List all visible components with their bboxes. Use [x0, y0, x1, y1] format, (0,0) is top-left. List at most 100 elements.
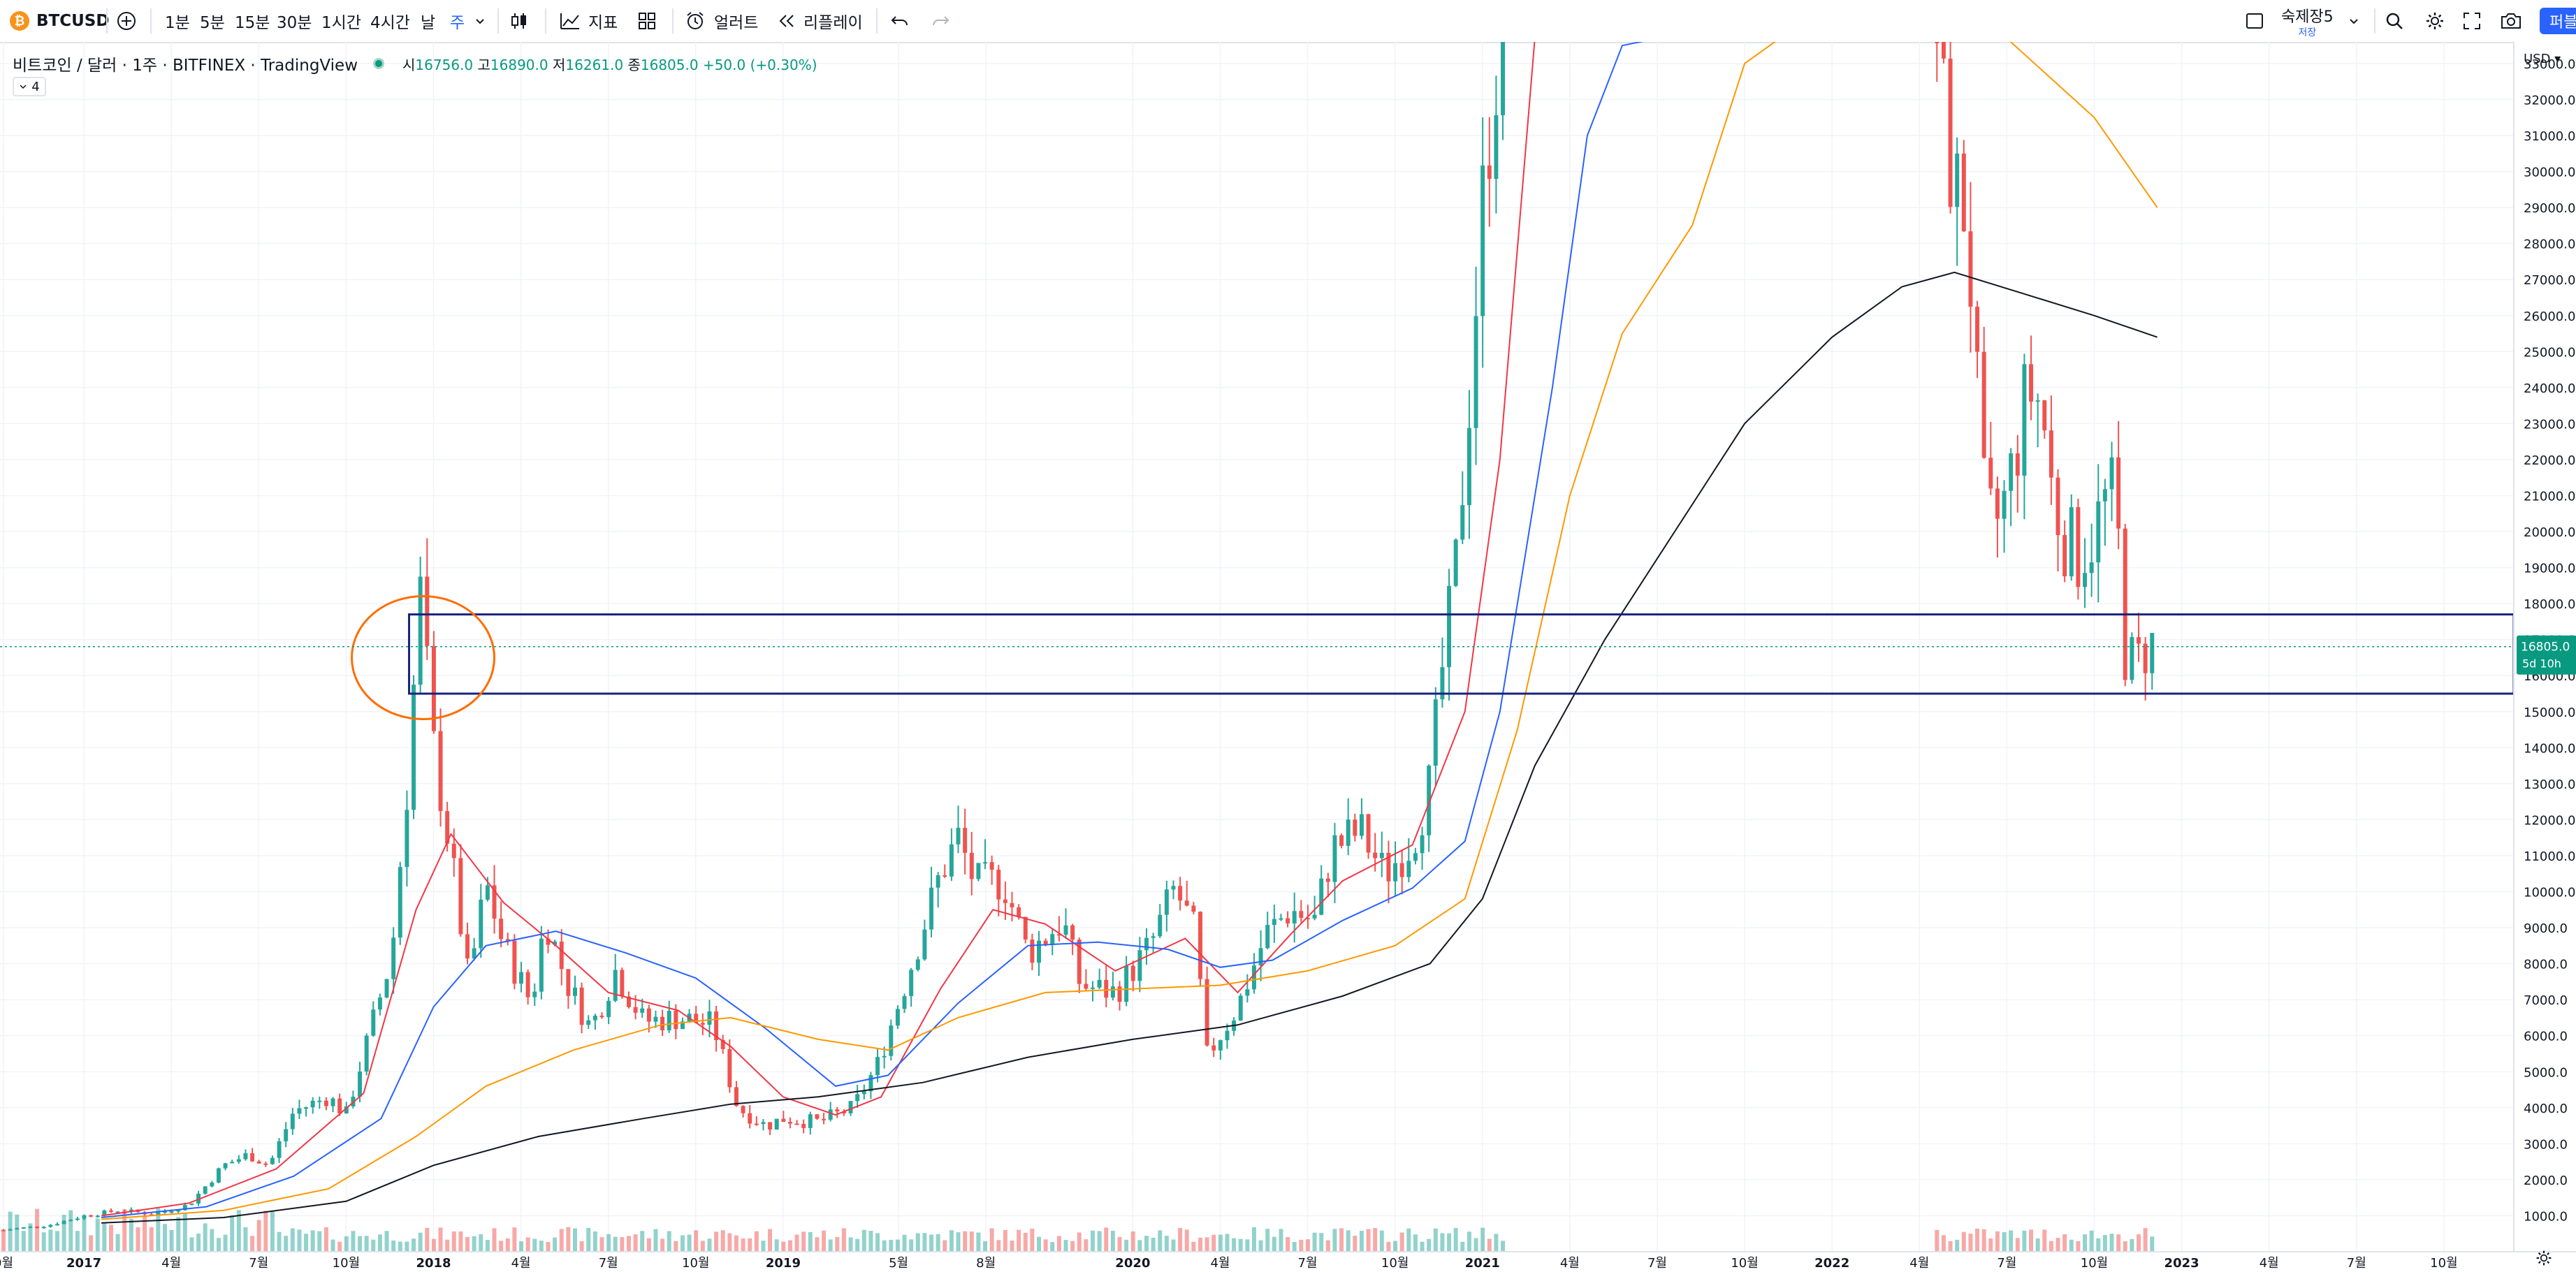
volume-bar	[1279, 1229, 1283, 1252]
search-button[interactable]	[2384, 0, 2405, 42]
symbol-search[interactable]: ₿ BTCUSD	[10, 0, 109, 42]
candle-body	[182, 1205, 187, 1211]
volume-bar	[1164, 1236, 1169, 1252]
candle-body	[1104, 979, 1109, 998]
layout-toggle-button[interactable]	[2244, 0, 2265, 42]
change-value: +50.0 (+0.30%)	[702, 56, 817, 73]
square-icon	[2246, 13, 2263, 29]
candle-body	[1494, 115, 1499, 180]
interval-5m[interactable]: 5분	[200, 0, 225, 42]
volume-bar	[734, 1235, 738, 1252]
price-tick-label: 25000.0	[2524, 345, 2575, 360]
interval-4h[interactable]: 4시간	[370, 0, 410, 42]
candle-body	[680, 1021, 685, 1030]
interval-15m[interactable]: 15분	[235, 0, 270, 42]
redo-button[interactable]	[931, 0, 950, 42]
candle-body	[2130, 637, 2134, 680]
price-tick-label: 2000.0	[2524, 1174, 2568, 1188]
candle-body	[895, 1009, 900, 1026]
price-tick-label: 31000.0	[2524, 129, 2575, 144]
volume-bar	[1124, 1239, 1129, 1252]
fullscreen-icon	[2464, 13, 2480, 29]
candle-body	[1151, 936, 1156, 938]
volume-bar	[61, 1215, 66, 1252]
candle-body	[1955, 153, 1960, 207]
volume-bar	[445, 1239, 450, 1252]
volume-bar	[210, 1229, 214, 1252]
candle-body	[889, 1025, 894, 1056]
market-status-icon	[373, 58, 385, 69]
volume-bar	[761, 1241, 766, 1252]
candle-body	[1393, 863, 1398, 882]
candle-body	[1373, 852, 1378, 858]
volume-bar	[1265, 1229, 1270, 1252]
volume-bar	[1023, 1232, 1028, 1252]
interval-1h[interactable]: 1시간	[321, 0, 361, 42]
axis-settings-button[interactable]	[2535, 1249, 2553, 1270]
volume-bar	[2029, 1229, 2034, 1252]
volume-bar	[418, 1232, 423, 1252]
chart-type-button[interactable]	[509, 0, 530, 42]
fullscreen-button[interactable]	[2462, 0, 2482, 42]
volume-bar	[2022, 1230, 2027, 1252]
indicators-button[interactable]: 지표	[559, 0, 618, 42]
candle-body	[781, 1118, 786, 1123]
volume-bar	[290, 1228, 295, 1252]
candle-body	[989, 862, 994, 870]
ohlc-values: 시16756.0 고16890.0 저16261.0 종16805.0 +50.…	[402, 54, 817, 74]
candle-body	[250, 1153, 255, 1162]
candle-body	[28, 1226, 33, 1228]
candle-body	[1467, 427, 1471, 506]
candle-body	[2076, 507, 2081, 587]
volume-bar	[976, 1232, 981, 1252]
volume-bar	[391, 1240, 396, 1252]
price-tick-label: 24000.0	[2524, 381, 2575, 396]
undo-button[interactable]	[890, 0, 910, 42]
publish-button[interactable]: 퍼블	[2540, 8, 2576, 34]
support-zone-rectangle	[407, 613, 2515, 695]
snapshot-button[interactable]	[2500, 0, 2522, 42]
volume-bar	[828, 1239, 833, 1252]
volume-bar	[943, 1240, 947, 1252]
layout-name[interactable]: 숙제장5 저장	[2281, 4, 2334, 39]
interval-1d[interactable]: 날	[421, 0, 435, 42]
indicators-collapse-button[interactable]: 4	[13, 77, 46, 96]
candle-body	[1995, 488, 2000, 519]
interval-30m[interactable]: 30분	[277, 0, 312, 42]
plus-circle-icon	[117, 12, 136, 30]
interval-dropdown[interactable]	[474, 0, 486, 42]
volume-bar	[2083, 1234, 2088, 1252]
candle-body	[1935, 42, 1940, 43]
volume-bar	[364, 1236, 369, 1252]
candle-body	[841, 1111, 846, 1113]
symbol-label: BTCUSD	[36, 12, 110, 30]
alert-button[interactable]: 얼러트	[685, 0, 758, 42]
chart-title[interactable]: 비트코인 / 달러 · 1주 · BITFINEX · TradingView	[13, 57, 358, 75]
settings-button[interactable]	[2424, 0, 2445, 42]
volume-bar	[1030, 1228, 1035, 1252]
interval-1m[interactable]: 1분	[165, 0, 190, 42]
volume-bar	[2137, 1234, 2141, 1252]
replay-button[interactable]: 리플레이	[777, 0, 863, 42]
candle-body	[1265, 925, 1270, 949]
templates-button[interactable]	[637, 0, 657, 42]
volume-bar	[169, 1229, 174, 1252]
time-tick-label: 4월	[1909, 1256, 1929, 1271]
candle-body	[1433, 699, 1438, 766]
candle-body	[1460, 505, 1465, 540]
volume-bar	[936, 1234, 940, 1252]
volume-bar	[815, 1237, 820, 1252]
candle-body	[1211, 1045, 1216, 1051]
price-chart[interactable]: 1000.0 2000.0 3000.0 4000.0 5000.0 6000.0 7000…	[0, 42, 2576, 1272]
candle-body	[330, 1098, 335, 1106]
candle-body	[438, 731, 443, 812]
candle-body	[344, 1106, 349, 1113]
candle-body	[8, 1229, 13, 1231]
candle-body	[1050, 934, 1055, 944]
candle-body	[532, 991, 537, 997]
compare-symbol-button[interactable]	[115, 0, 138, 42]
interval-1w[interactable]: 주	[450, 0, 465, 42]
layout-dropdown[interactable]	[2348, 0, 2360, 42]
candle-body	[115, 1211, 120, 1213]
interval-label: 1분	[165, 14, 190, 32]
